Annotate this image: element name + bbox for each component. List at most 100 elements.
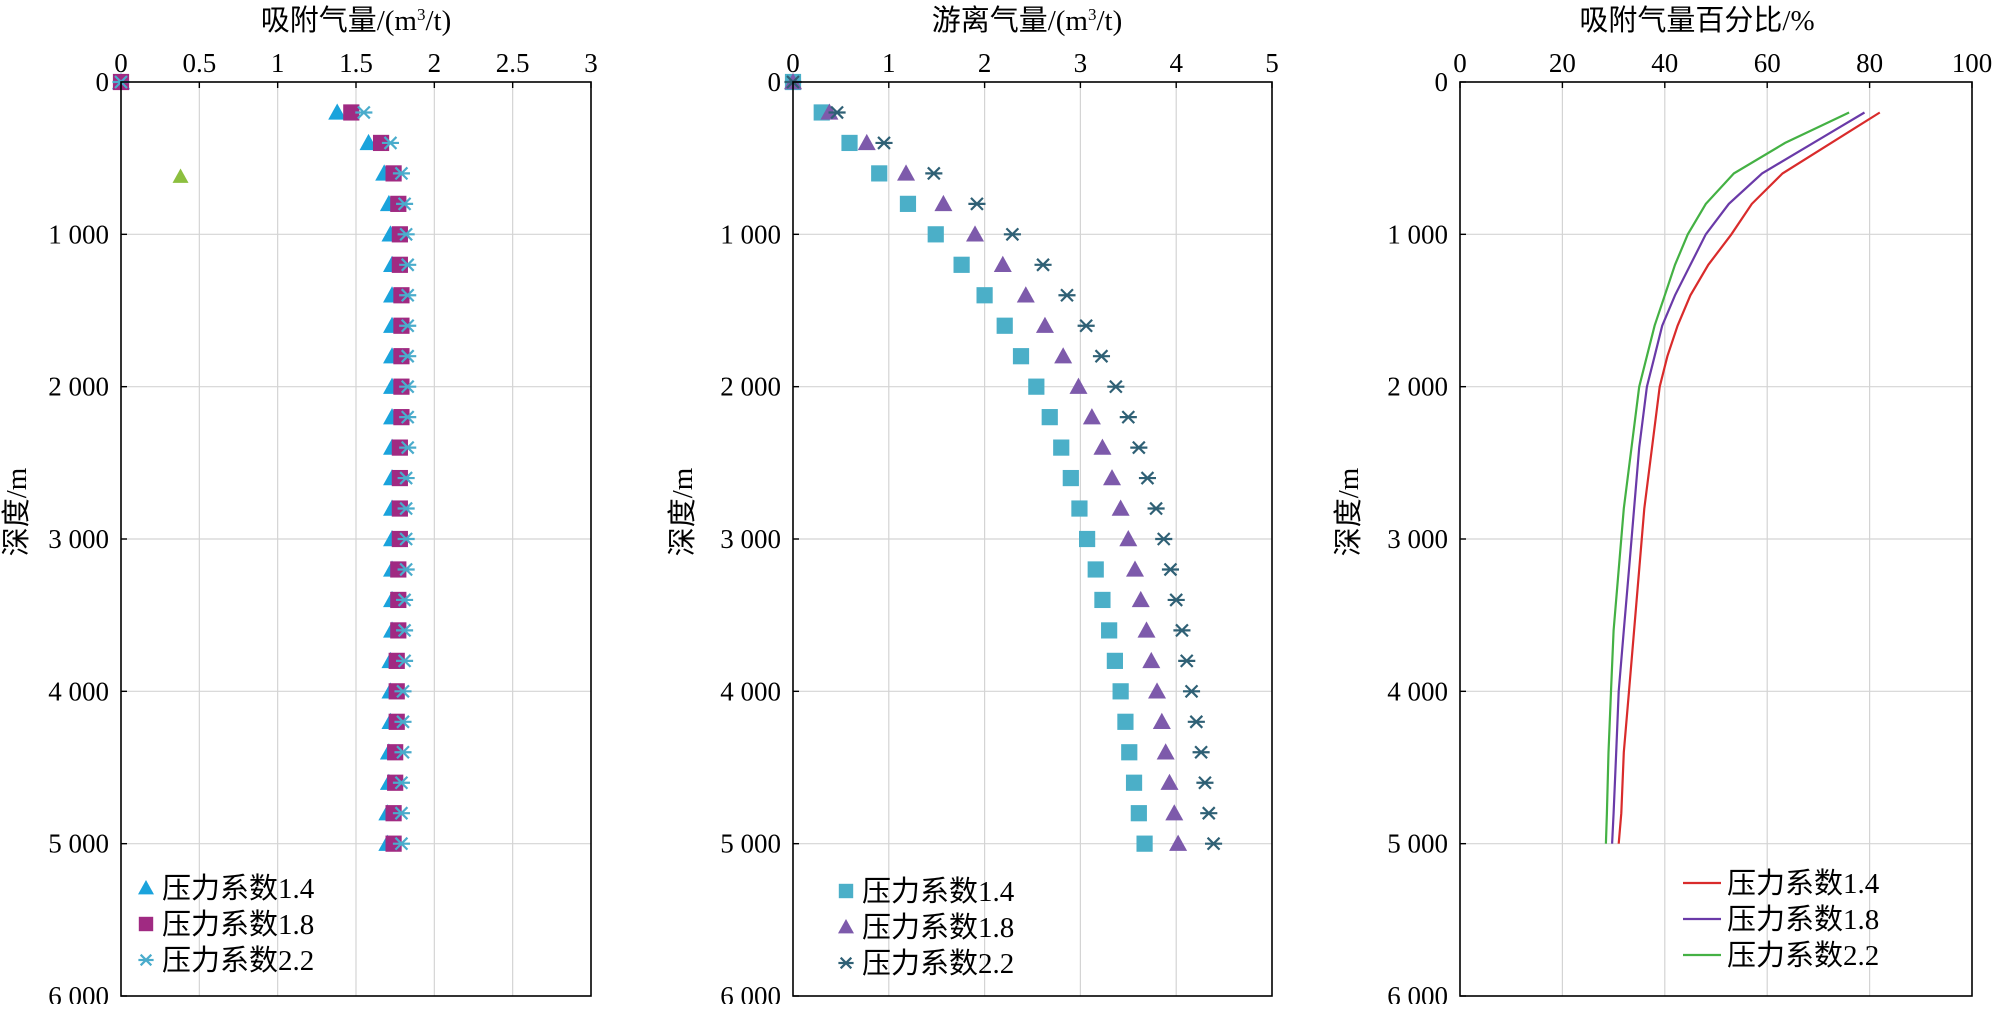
data-point [1092, 349, 1111, 363]
data-point [1125, 774, 1143, 791]
data-point [397, 562, 415, 577]
y-axis-label: 深度/m [1332, 467, 1365, 556]
data-point [1106, 652, 1123, 669]
legend-label: 压力系数2.2 [1727, 939, 1879, 972]
x-tick-label: 0 [114, 48, 128, 78]
data-point [1035, 316, 1054, 333]
x-tick-label: 0 [1453, 48, 1467, 78]
data-point [953, 256, 970, 273]
chart-title: 吸附气量/(m3/t) [261, 4, 452, 37]
data-point [1012, 348, 1030, 365]
data-point [1119, 410, 1137, 424]
adsorbed-gas-percent-chart: 吸附气量百分比/% 深度/m 0 20 40 60 80 100 0 1 000 2 000 3… [1332, 4, 1992, 1009]
data-point [1160, 773, 1179, 790]
data-point [1077, 318, 1095, 333]
legend-label: 压力系数2.2 [862, 947, 1014, 980]
y-axis-ticks: 0 1 000 2 000 3 000 4 000 5 000 6 000 [1387, 67, 1466, 1009]
x-axis-ticks: 0 1 2 3 4 5 [786, 48, 1279, 88]
data-point [1028, 378, 1045, 395]
y-tick-label: 6 000 [48, 981, 109, 1004]
data-point [396, 623, 414, 638]
legend-item: 压力系数2.2 [138, 944, 314, 977]
grid [1460, 82, 1972, 996]
data-point [828, 105, 846, 120]
y-tick-label: 5 000 [1387, 829, 1448, 859]
data-point [1192, 745, 1210, 760]
data-point [1161, 562, 1180, 577]
y-tick-label: 3 000 [720, 524, 781, 554]
x-tick-label: 2.5 [496, 48, 530, 78]
x-tick-label: 2 [978, 48, 992, 78]
data-point [1054, 347, 1073, 364]
series-line [1617, 111, 1881, 844]
legend-item: 压力系数2.2 [1683, 939, 1879, 972]
legend-symbol [838, 883, 854, 899]
legend-symbol [838, 919, 854, 934]
data-point [394, 745, 412, 760]
y-tick-label: 4 000 [720, 676, 781, 706]
data-point [1178, 654, 1196, 668]
free-gas-chart: 游离气量/(m3/t) 深度/m 0 1 2 3 4 5 0 1 000 2 000 3 000… [666, 4, 1279, 1009]
data-point [927, 226, 944, 243]
data-point [875, 136, 893, 150]
plot-marks [784, 73, 1223, 852]
y-tick-label: 3 000 [1387, 524, 1448, 554]
data-point [1041, 409, 1058, 426]
legend-item: 压力系数2.2 [838, 947, 1014, 980]
data-point [1130, 440, 1148, 455]
y-tick-label: 4 000 [48, 676, 109, 706]
data-point [1156, 743, 1175, 760]
data-point [1167, 593, 1185, 607]
data-point [1053, 439, 1070, 456]
legend-label: 压力系数1.8 [1727, 903, 1879, 936]
data-point [399, 258, 417, 272]
x-tick-label: 3 [584, 48, 598, 78]
data-point [392, 166, 410, 181]
data-point [1107, 379, 1125, 394]
y-tick-label: 6 000 [1387, 981, 1448, 1004]
data-point [1093, 438, 1112, 455]
x-tick-label: 1 [882, 48, 896, 78]
data-point [857, 133, 876, 151]
data-point [1155, 532, 1173, 546]
data-point [897, 164, 916, 181]
data-point [1003, 227, 1021, 242]
data-point [1200, 806, 1218, 820]
legend: 压力系数1.4 压力系数1.8 压力系数2.2 [838, 875, 1015, 980]
data-point [1034, 258, 1052, 272]
data-point [871, 165, 888, 182]
legend-item: 压力系数1.8 [838, 911, 1014, 944]
y-axis-label: 深度/m [666, 467, 699, 556]
data-point [392, 836, 410, 851]
legend: 压力系数1.4 压力系数1.8 压力系数2.2 [138, 872, 315, 977]
data-point [1069, 377, 1088, 394]
grid [121, 82, 591, 996]
legend-item: 压力系数1.4 [838, 875, 1015, 908]
data-point [996, 317, 1013, 334]
data-point [399, 288, 417, 303]
data-point [1148, 682, 1167, 699]
data-point [392, 806, 410, 820]
data-point [1062, 469, 1079, 487]
y-tick-label: 3 000 [48, 524, 109, 554]
data-point [397, 532, 415, 546]
data-point [993, 255, 1012, 272]
y-axis-label: 深度/m [0, 467, 33, 556]
chart-title: 游离气量/(m3/t) [932, 4, 1123, 37]
data-point [976, 287, 993, 304]
legend-item: 压力系数1.8 [1683, 903, 1879, 936]
data-point [1082, 408, 1101, 425]
data-point [172, 168, 189, 183]
x-tick-label: 20 [1549, 48, 1576, 78]
legend-label: 压力系数1.8 [862, 911, 1014, 944]
data-point [1131, 590, 1150, 608]
legend-symbol [138, 953, 154, 967]
y-tick-label: 1 000 [720, 219, 781, 249]
legend-label: 压力系数1.4 [1727, 867, 1880, 900]
data-point [343, 104, 360, 121]
data-point [355, 105, 373, 120]
y-tick-label: 0 [1435, 67, 1449, 97]
data-point [1187, 715, 1205, 729]
x-tick-label: 4 [1169, 48, 1183, 78]
